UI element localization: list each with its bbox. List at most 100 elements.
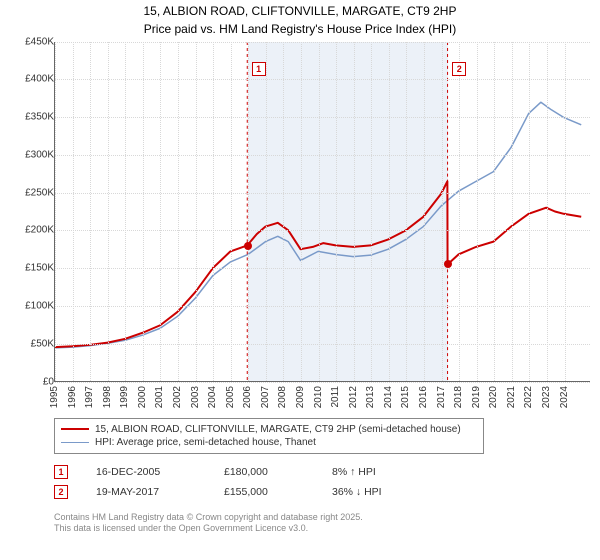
x-axis-label: 2009 <box>295 386 306 408</box>
event-price: £155,000 <box>224 486 304 498</box>
event-marker-box: 2 <box>452 62 466 76</box>
y-axis-label: £150K <box>25 263 54 274</box>
grid-v <box>424 42 425 381</box>
x-axis-label: 2005 <box>225 386 236 408</box>
grid-h <box>55 306 590 307</box>
event-dot <box>444 260 452 268</box>
event-date: 16-DEC-2005 <box>96 466 196 478</box>
y-axis-label: £350K <box>25 112 54 123</box>
event-row-marker: 2 <box>54 485 68 499</box>
x-axis-label: 2018 <box>453 386 464 408</box>
chart-title-line1: 15, ALBION ROAD, CLIFTONVILLE, MARGATE, … <box>0 0 600 22</box>
plot-region: 12 <box>54 42 590 382</box>
legend-row: 15, ALBION ROAD, CLIFTONVILLE, MARGATE, … <box>61 423 477 436</box>
grid-v <box>55 42 56 381</box>
grid-v <box>547 42 548 381</box>
grid-v <box>90 42 91 381</box>
grid-v <box>529 42 530 381</box>
x-axis-label: 2019 <box>471 386 482 408</box>
event-row: 2 19-MAY-2017 £155,000 36% ↓ HPI <box>54 482 600 502</box>
x-axis-label: 1998 <box>102 386 113 408</box>
event-date: 19-MAY-2017 <box>96 486 196 498</box>
event-delta: 36% ↓ HPI <box>332 486 452 498</box>
event-row-marker: 1 <box>54 465 68 479</box>
x-axis-label: 2013 <box>365 386 376 408</box>
grid-h <box>55 155 590 156</box>
grid-h <box>55 79 590 80</box>
grid-v <box>494 42 495 381</box>
legend: 15, ALBION ROAD, CLIFTONVILLE, MARGATE, … <box>54 418 484 454</box>
x-axis-label: 2003 <box>190 386 201 408</box>
grid-v <box>248 42 249 381</box>
y-axis-label: £300K <box>25 149 54 160</box>
grid-v <box>196 42 197 381</box>
grid-h <box>55 230 590 231</box>
legend-label: 15, ALBION ROAD, CLIFTONVILLE, MARGATE, … <box>95 424 461 435</box>
grid-v <box>108 42 109 381</box>
x-axis-label: 2007 <box>260 386 271 408</box>
legend-row: HPI: Average price, semi-detached house,… <box>61 436 477 449</box>
x-axis-label: 2022 <box>523 386 534 408</box>
grid-v <box>319 42 320 381</box>
event-row: 116-DEC-2005£180,0008% ↑ HPI <box>54 462 600 482</box>
x-axis-label: 2016 <box>418 386 429 408</box>
x-axis-label: 2004 <box>207 386 218 408</box>
y-axis-label: £50K <box>31 338 54 349</box>
x-axis-label: 2021 <box>506 386 517 408</box>
grid-v <box>371 42 372 381</box>
grid-v <box>336 42 337 381</box>
attribution-footer: Contains HM Land Registry data © Crown c… <box>54 512 600 535</box>
event-price: £180,000 <box>224 466 304 478</box>
x-axis-label: 2020 <box>488 386 499 408</box>
x-axis-label: 2002 <box>172 386 183 408</box>
chart-title-line2: Price paid vs. HM Land Registry's House … <box>0 22 600 42</box>
grid-v <box>125 42 126 381</box>
events-table: 116-DEC-2005£180,0008% ↑ HPI219-MAY-2017… <box>54 462 600 502</box>
grid-v <box>512 42 513 381</box>
chart-container: 15, ALBION ROAD, CLIFTONVILLE, MARGATE, … <box>0 0 600 560</box>
grid-h <box>55 117 590 118</box>
y-axis-label: £450K <box>25 36 54 47</box>
x-axis-label: 2006 <box>242 386 253 408</box>
grid-v <box>143 42 144 381</box>
y-axis-label: £200K <box>25 225 54 236</box>
x-axis-label: 2000 <box>137 386 148 408</box>
grid-v <box>477 42 478 381</box>
grid-v <box>178 42 179 381</box>
x-axis-label: 2012 <box>348 386 359 408</box>
legend-swatch <box>61 428 89 430</box>
legend-swatch <box>61 442 89 443</box>
line-svg <box>55 42 590 381</box>
y-axis-label: £250K <box>25 187 54 198</box>
x-axis-label: 2008 <box>277 386 288 408</box>
grid-h <box>55 268 590 269</box>
x-axis-label: 2014 <box>383 386 394 408</box>
grid-v <box>283 42 284 381</box>
grid-v <box>213 42 214 381</box>
grid-h <box>55 193 590 194</box>
grid-v <box>459 42 460 381</box>
x-axis-label: 2024 <box>559 386 570 408</box>
y-axis-label: £400K <box>25 74 54 85</box>
x-axis-label: 1997 <box>84 386 95 408</box>
grid-v <box>354 42 355 381</box>
legend-label: HPI: Average price, semi-detached house,… <box>95 437 316 448</box>
footer-line2: This data is licensed under the Open Gov… <box>54 523 600 535</box>
x-axis-label: 1995 <box>49 386 60 408</box>
x-axis-label: 2017 <box>436 386 447 408</box>
grid-h <box>55 344 590 345</box>
footer-line1: Contains HM Land Registry data © Crown c… <box>54 512 600 524</box>
x-axis-label: 1999 <box>119 386 130 408</box>
grid-v <box>266 42 267 381</box>
grid-h <box>55 382 590 383</box>
x-axis-label: 2010 <box>313 386 324 408</box>
x-axis-label: 2015 <box>400 386 411 408</box>
y-axis-label: £100K <box>25 301 54 312</box>
grid-h <box>55 42 590 43</box>
x-axis-label: 1996 <box>67 386 78 408</box>
x-axis-label: 2001 <box>154 386 165 408</box>
grid-v <box>73 42 74 381</box>
grid-v <box>231 42 232 381</box>
grid-v <box>160 42 161 381</box>
event-marker-box: 1 <box>252 62 266 76</box>
